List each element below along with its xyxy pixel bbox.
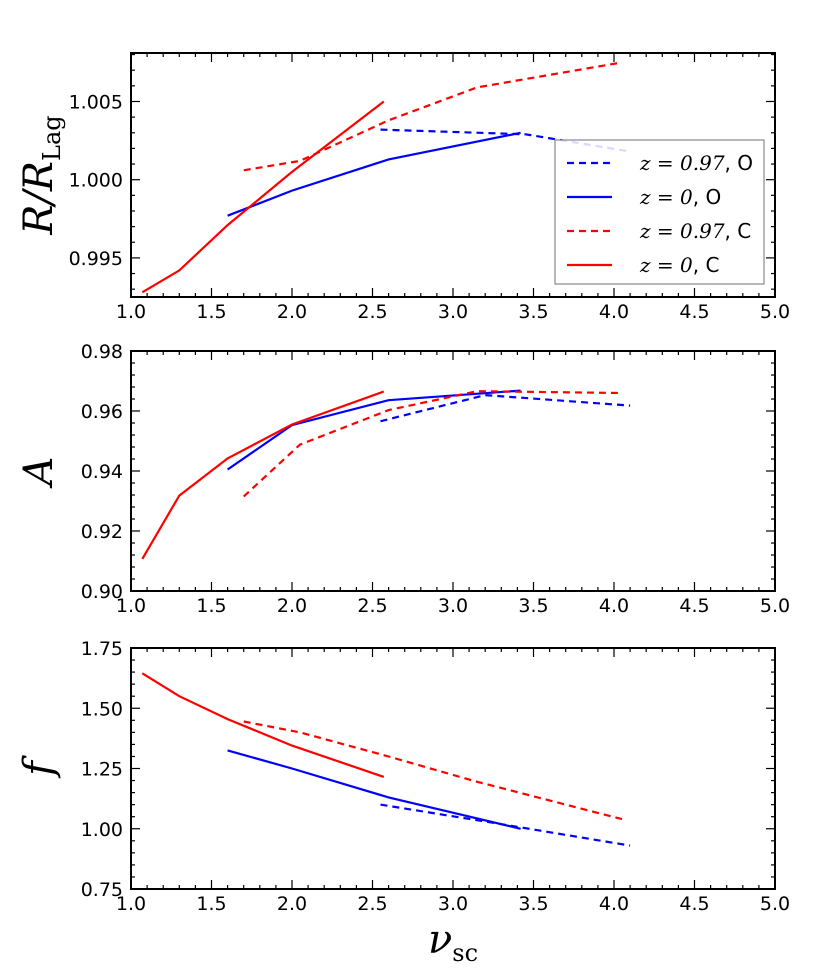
y-tick-label: 1.75	[81, 638, 123, 660]
panel-amplitude: 1.0 1.5 2.0 2.5 3.0 3.5 4.0 4.5 5.0 0.90 0.92 0.94 0…	[16, 341, 790, 617]
x-tick-label: 4.0	[599, 893, 629, 915]
x-tick-label: 1.5	[196, 893, 226, 915]
x-tick-label: 3.0	[438, 301, 468, 323]
x-tick-label: 4.0	[599, 301, 629, 323]
panel-ratio: 1.0 1.5 2.0 2.5 3.0 3.5 4.0 4.5 5.0 0.995 1.000 1.0…	[16, 52, 790, 323]
y-tick-label: 1.00	[81, 819, 123, 841]
y-tick-label: 1.50	[81, 698, 123, 720]
panel-f: 1.0 1.5 2.0 2.5 3.0 3.5 4.0 4.5 5.0 0.75 1.00 1.25 1…	[16, 638, 790, 967]
y-tick-label: 0.995	[69, 248, 123, 270]
x-tick-label: 3.5	[518, 893, 548, 915]
series-line-z-0-c	[141, 390, 385, 560]
x-tick-label: 5.0	[760, 301, 790, 323]
x-tick-label: 2.0	[277, 893, 307, 915]
legend-entry: z = 0, O	[639, 185, 721, 209]
series-line-z-0-97-o	[380, 128, 631, 153]
x-tick-label: 5.0	[760, 595, 790, 617]
x-tick-label: 3.0	[438, 893, 468, 915]
x-tick-label: 5.0	[760, 893, 790, 915]
legend-entry: z = 0.97, C	[639, 219, 751, 243]
y-tick-label: 1.25	[81, 759, 123, 781]
y-tick-label: 0.90	[81, 581, 123, 603]
series-line-z-0-o	[227, 749, 521, 830]
x-tick-label: 2.0	[277, 301, 307, 323]
x-tick-label: 2.0	[277, 595, 307, 617]
y-tick-label: 0.96	[81, 401, 123, 423]
series-line-z-0-97-o	[380, 393, 631, 423]
series-line-z-0-c	[141, 672, 385, 778]
y-axis-label: A	[16, 457, 62, 490]
y-tick-label: 0.94	[81, 461, 123, 483]
legend-entry: z = 0, C	[639, 253, 719, 277]
x-tick-label: 1.0	[116, 893, 146, 915]
x-tick-label: 2.5	[357, 893, 387, 915]
x-tick-label: 4.5	[679, 301, 709, 323]
x-tick-label: 3.5	[518, 301, 548, 323]
axes-frame	[130, 647, 776, 890]
series-line-z-0-97-c	[242, 390, 623, 498]
y-tick-label: 0.92	[81, 521, 123, 543]
x-tick-label: 3.5	[518, 595, 548, 617]
y-tick-label: 1.000	[69, 170, 123, 192]
series-line-z-0-97-c	[243, 61, 623, 172]
legend-entry: z = 0.97, O	[639, 151, 753, 175]
y-axis-label: f	[16, 755, 62, 779]
legend: z = 0.97, O z = 0, O z = 0.97, C z = 0, C	[554, 139, 765, 285]
x-tick-label: 1.0	[116, 301, 146, 323]
series-line-z-0-o	[227, 131, 521, 217]
x-tick-label: 2.5	[357, 595, 387, 617]
x-tick-label: 1.0	[116, 595, 146, 617]
y-tick-label: 0.98	[81, 341, 123, 363]
series-line-z-0-c	[141, 100, 385, 294]
series-line-z-0-o	[226, 389, 521, 471]
x-tick-label: 1.5	[196, 595, 226, 617]
x-tick-label: 1.5	[196, 301, 226, 323]
series-line-z-0-97-c	[243, 720, 623, 821]
axes-frame	[130, 350, 776, 592]
x-tick-label: 4.5	[679, 595, 709, 617]
x-tick-label: 3.0	[438, 595, 468, 617]
y-tick-label: 0.75	[81, 879, 123, 901]
x-tick-label: 2.5	[357, 301, 387, 323]
y-axis-label: R/RLag	[16, 115, 66, 235]
y-tick-label: 1.005	[69, 91, 123, 113]
x-tick-label: 4.5	[679, 893, 709, 915]
x-axis-label: νsc	[428, 917, 478, 967]
x-tick-label: 4.0	[599, 595, 629, 617]
